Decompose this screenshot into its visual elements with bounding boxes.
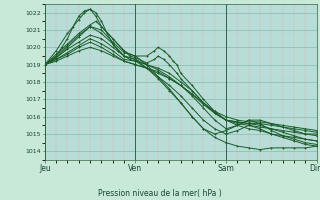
Text: Pression niveau de la mer( hPa ): Pression niveau de la mer( hPa ) [98, 189, 222, 198]
